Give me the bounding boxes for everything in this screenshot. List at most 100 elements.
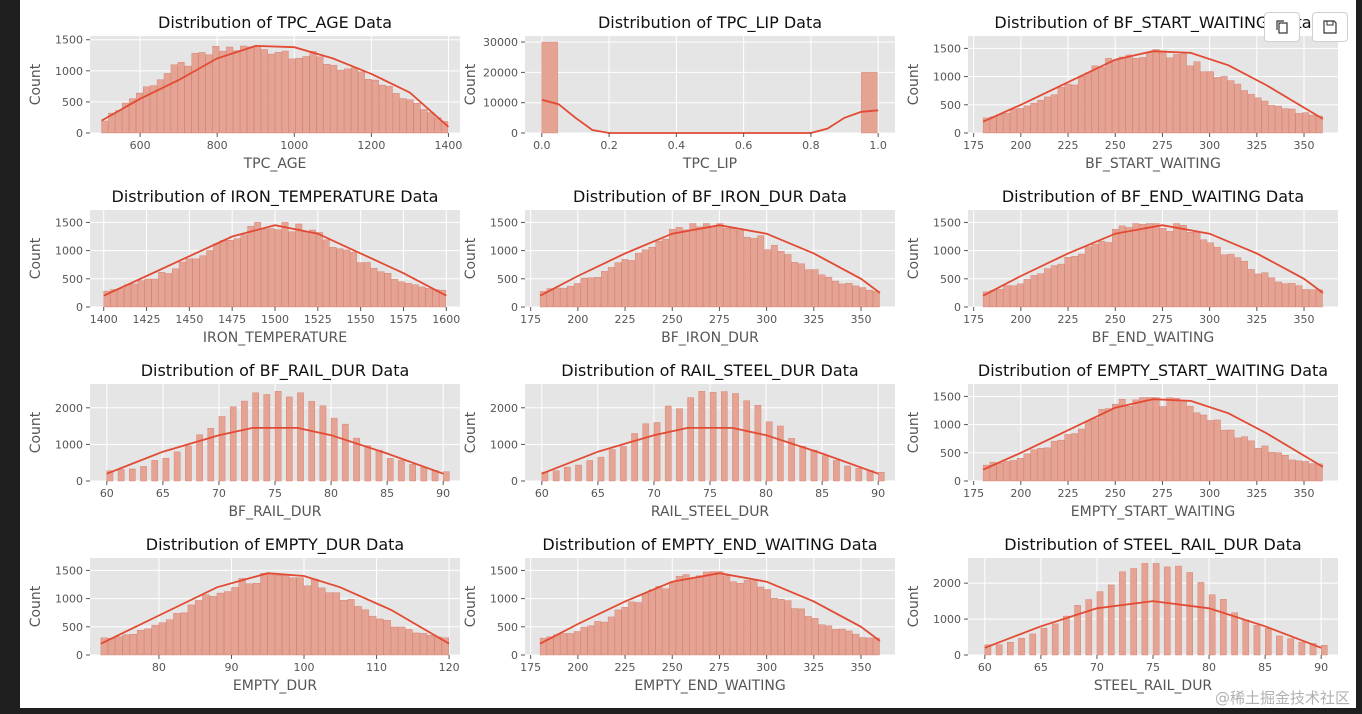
- histogram-bar: [1309, 463, 1316, 482]
- x-tick-label: 0.6: [735, 139, 753, 152]
- histogram-bar: [1261, 100, 1269, 134]
- histogram-bar: [209, 596, 217, 656]
- histogram-bar: [1193, 232, 1201, 308]
- histogram-bar: [1302, 461, 1310, 482]
- x-axis-label: STEEL_RAIL_DUR: [1094, 678, 1213, 694]
- histogram-bar: [1179, 224, 1187, 308]
- x-tick-label: 1.0: [869, 139, 887, 152]
- histogram-bar: [347, 599, 355, 656]
- histogram-bar: [101, 120, 109, 134]
- histogram-bar: [845, 630, 853, 656]
- histogram-bar: [267, 53, 275, 134]
- histogram-bar: [1281, 283, 1289, 308]
- histogram-bar: [1112, 403, 1119, 482]
- x-tick-label: 1600: [432, 313, 460, 326]
- chart-title: Distribution of BF_IRON_DUR Data: [573, 187, 847, 207]
- copy-button[interactable]: [1264, 12, 1300, 42]
- histogram-bar: [1016, 108, 1024, 134]
- histogram-bar: [1037, 448, 1045, 482]
- histogram-bar: [575, 464, 582, 482]
- x-tick-label: 70: [212, 487, 226, 500]
- x-tick-label: 250: [1105, 313, 1126, 326]
- y-tick-label: 0: [76, 301, 83, 314]
- histogram-bar: [1016, 458, 1024, 482]
- x-tick-label: 90: [1314, 661, 1328, 674]
- histogram-bar: [158, 622, 166, 656]
- histogram-bar: [825, 276, 833, 308]
- histogram-bar: [825, 625, 833, 656]
- kde-line: [539, 224, 881, 297]
- histogram-bar: [110, 289, 118, 308]
- histogram-bar: [108, 112, 116, 134]
- kde-line: [101, 44, 449, 128]
- chart-title: Distribution of EMPTY_DUR Data: [146, 535, 404, 555]
- histogram-bar: [115, 110, 123, 134]
- histogram-bar: [386, 458, 394, 482]
- histogram-bar: [194, 600, 203, 656]
- x-axis-label: BF_START_WAITING: [1085, 156, 1221, 172]
- histogram-bar: [274, 391, 282, 482]
- x-tick-label: 85: [1258, 661, 1272, 674]
- histogram-bar: [107, 638, 116, 656]
- histogram-bar: [411, 284, 419, 308]
- x-tick-label: 275: [709, 661, 730, 674]
- x-tick-label: 275: [1152, 313, 1173, 326]
- histogram-bar: [336, 248, 344, 308]
- x-tick-label: 65: [1034, 661, 1048, 674]
- histogram-bar: [859, 287, 867, 308]
- histogram-bar: [409, 464, 416, 482]
- histogram-bar: [162, 458, 170, 482]
- histogram-bar: [1139, 224, 1146, 308]
- x-tick-label: 75: [268, 487, 282, 500]
- x-tick-label: 1000: [280, 139, 308, 152]
- histogram-bar: [1247, 440, 1255, 482]
- histogram-bar: [1207, 420, 1214, 482]
- histogram-bar: [1084, 420, 1092, 482]
- y-tick-label: 1500: [490, 564, 518, 577]
- histogram-bar: [1029, 633, 1037, 656]
- x-tick-label: 80: [759, 487, 773, 500]
- histogram-bar: [1166, 57, 1174, 134]
- histogram-bar: [1295, 113, 1303, 134]
- histogram-bar: [136, 629, 145, 656]
- histogram-bar: [1044, 268, 1051, 308]
- histogram-bar: [282, 573, 290, 656]
- y-axis-label: Count: [463, 585, 479, 627]
- histogram-bar: [1146, 397, 1153, 482]
- histogram-bar: [184, 65, 192, 134]
- histogram-bar: [1050, 94, 1058, 134]
- histogram-bar: [1254, 97, 1262, 134]
- histogram-bar: [427, 112, 435, 134]
- histogram-bar: [628, 260, 636, 308]
- histogram-bar: [844, 465, 851, 482]
- histogram-bar: [832, 629, 839, 656]
- histogram-bar: [552, 470, 560, 482]
- x-tick-label: 300: [1199, 487, 1220, 500]
- histogram-bar: [736, 583, 744, 656]
- histogram-bar: [788, 438, 795, 482]
- x-tick-label: 70: [1090, 661, 1104, 674]
- histogram-bar: [838, 283, 846, 308]
- kde-line: [541, 426, 879, 475]
- histogram-bar: [233, 238, 241, 308]
- save-button[interactable]: [1312, 12, 1348, 42]
- histogram-bar: [1268, 105, 1276, 134]
- histogram-bar: [260, 49, 268, 134]
- histogram-bar: [1030, 275, 1038, 308]
- histogram-bar: [872, 291, 880, 308]
- histogram-bar: [205, 54, 213, 134]
- histogram-bar: [539, 637, 547, 656]
- histogram-bar: [115, 636, 123, 656]
- histogram-bar: [689, 223, 697, 308]
- histogram-bar: [799, 446, 807, 482]
- histogram-bar: [1234, 437, 1242, 482]
- histogram-bar: [252, 392, 259, 482]
- histogram-bar: [804, 269, 812, 308]
- histogram-bar: [594, 621, 602, 656]
- x-tick-label: 325: [1246, 313, 1267, 326]
- histogram-bar: [354, 606, 362, 656]
- x-tick-label: 275: [1152, 487, 1173, 500]
- histogram-bar: [587, 277, 595, 308]
- histogram-bar: [675, 227, 683, 308]
- histogram-bar: [199, 255, 207, 308]
